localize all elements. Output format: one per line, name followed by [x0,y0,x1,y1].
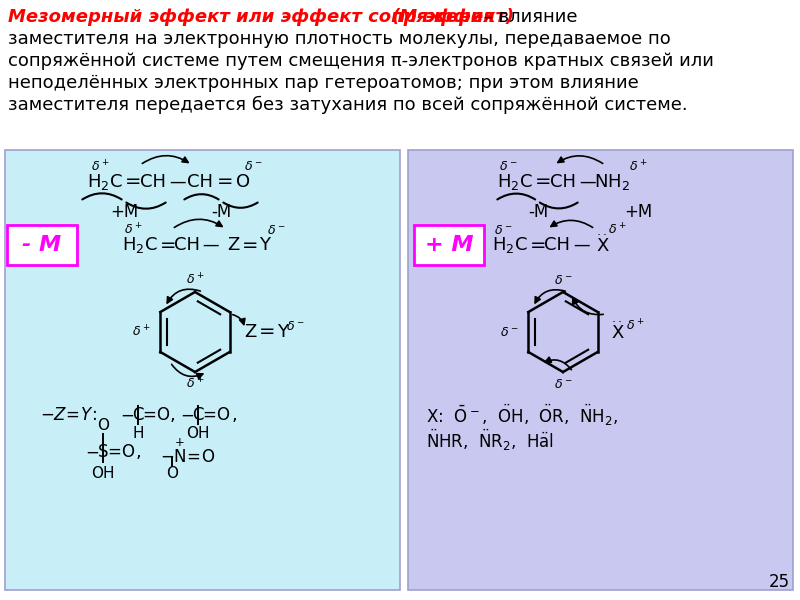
Text: $\delta^+$: $\delta^+$ [132,325,150,340]
Text: $=\!\mathrm{O}$: $=\!\mathrm{O}$ [139,406,171,424]
Text: C: C [192,406,204,424]
Text: $\delta^-$: $\delta^-$ [266,223,286,236]
Text: Z: Z [244,323,256,341]
Text: Y: Y [278,323,289,341]
Text: +M: +M [624,203,652,221]
Text: =: = [160,235,176,254]
FancyBboxPatch shape [7,225,77,265]
Text: ,: , [135,443,141,461]
Text: неподелённых электронных пар гетероатомов; при этом влияние: неподелённых электронных пар гетероатомо… [8,74,638,92]
Text: CH: CH [544,236,570,254]
Text: $\rm H_2C$: $\rm H_2C$ [492,235,528,255]
Text: $=\!\mathrm{O}$: $=\!\mathrm{O}$ [104,443,136,461]
FancyBboxPatch shape [408,150,793,590]
Text: $\delta^-$: $\delta^-$ [554,377,572,391]
FancyBboxPatch shape [414,225,484,265]
Text: X:  $\bar{\rm O}^-$,  $\ddot{\rm O}$H,  $\ddot{\rm O}$R,  $\ddot{\rm N}$H$_2$,: X: $\bar{\rm O}^-$, $\ddot{\rm O}$H, $\d… [426,403,618,428]
Text: H: H [132,425,144,440]
Text: $\overset{..}{\rm X}$: $\overset{..}{\rm X}$ [596,234,610,256]
Text: сопряжённой системе путем смещения π-электронов кратных связей или: сопряжённой системе путем смещения π-эле… [8,52,714,70]
Text: заместителя передается без затухания по всей сопряжённой системе.: заместителя передается без затухания по … [8,96,688,114]
Text: =: = [534,173,551,191]
Text: $\delta^+$: $\delta^+$ [608,223,626,238]
Text: $\delta^-$: $\delta^-$ [494,223,512,236]
Text: $\delta^+$: $\delta^+$ [124,223,142,238]
Text: $\delta^-$: $\delta^-$ [554,274,572,286]
Text: $\delta^-$: $\delta^-$ [244,160,262,173]
Text: $\overset{..}{\rm X}$: $\overset{..}{\rm X}$ [611,321,625,343]
Text: $\delta^-$: $\delta^-$ [498,160,518,173]
Text: $\rm NH_2$: $\rm NH_2$ [594,172,630,192]
Text: $\delta^+$: $\delta^+$ [186,376,204,392]
Text: ,: , [169,406,175,424]
Text: =: = [258,323,275,341]
Text: $\rm H_2C$: $\rm H_2C$ [122,235,158,255]
Text: $\delta^+$: $\delta^+$ [629,160,647,175]
Text: —: — [574,236,590,254]
Text: OH: OH [91,467,114,481]
Text: $-$: $-$ [180,406,194,424]
Text: Мезомерный эффект или эффект сопряжения: Мезомерный эффект или эффект сопряжения [8,8,494,26]
Text: $\ddot{\rm N}$HR,  $\ddot{\rm N}$R$_2$,  H$\ddot{\rm a}$l: $\ddot{\rm N}$HR, $\ddot{\rm N}$R$_2$, H… [426,427,554,452]
Text: =: = [217,173,234,191]
Text: OH: OH [186,425,210,440]
Text: —: — [202,236,219,254]
Text: $=\!\mathrm{O}$: $=\!\mathrm{O}$ [199,406,231,424]
Text: $-$: $-$ [120,406,134,424]
Text: $-\overset{+}{\mathrm{N}}\!=\!\mathrm{O}$: $-\overset{+}{\mathrm{N}}\!=\!\mathrm{O}… [160,438,215,466]
Text: – влияние: – влияние [478,8,578,26]
Text: $\delta^+$: $\delta^+$ [90,160,110,175]
Text: =: = [530,235,546,254]
Text: CH: CH [174,236,200,254]
Text: - M: - M [22,235,62,255]
Text: 25: 25 [769,573,790,591]
Text: Z: Z [227,236,239,254]
Text: -M: -M [528,203,548,221]
Text: =: = [242,235,258,254]
Text: заместителя на электронную плотность молекулы, передаваемое по: заместителя на электронную плотность мол… [8,30,670,48]
Text: —: — [580,173,596,191]
Text: $\rm H_2C$: $\rm H_2C$ [87,172,123,192]
Text: +M: +M [110,203,138,221]
Text: $-$: $-$ [85,443,99,461]
Text: CH: CH [550,173,576,191]
Text: -M: -M [211,203,231,221]
Text: CH: CH [140,173,166,191]
Text: $\delta^-$: $\delta^-$ [500,325,518,338]
Text: $\rm H_2C$: $\rm H_2C$ [497,172,533,192]
Text: =: = [125,173,142,191]
Text: O: O [166,467,178,481]
Text: O: O [236,173,250,191]
FancyBboxPatch shape [5,150,400,590]
Text: $\delta^+$: $\delta^+$ [626,319,644,334]
Text: (М-эффект): (М-эффект) [392,8,515,26]
Text: Y: Y [259,236,270,254]
Text: O: O [97,419,109,433]
Text: $\delta^+$: $\delta^+$ [186,272,204,287]
Text: ,: , [231,406,237,424]
Text: C: C [132,406,144,424]
Text: $\delta^-$: $\delta^-$ [286,320,304,334]
Text: + M: + M [425,235,474,255]
Text: S: S [98,443,108,461]
Text: —: — [170,173,186,191]
Text: CH: CH [187,173,213,191]
Text: $-Z\!=\!Y\!:$: $-Z\!=\!Y\!:$ [40,406,96,424]
